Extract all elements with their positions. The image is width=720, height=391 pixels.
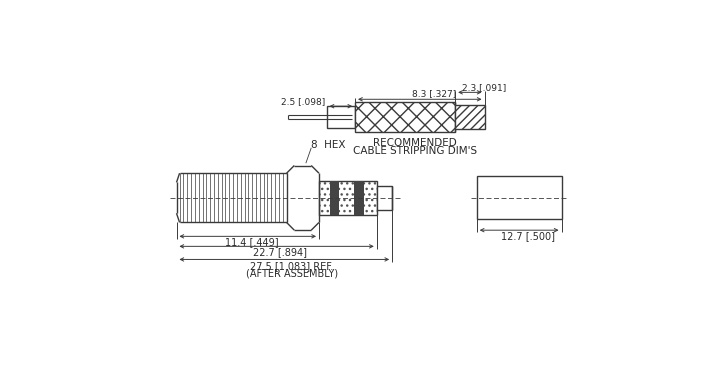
Bar: [354, 181, 364, 215]
Text: CABLE STRIPPING DIM'S: CABLE STRIPPING DIM'S: [353, 146, 477, 156]
Bar: [319, 181, 377, 215]
Text: 8.3 [.327]: 8.3 [.327]: [412, 90, 456, 99]
Text: 22.7 [.894]: 22.7 [.894]: [253, 248, 307, 258]
Bar: [377, 185, 392, 210]
Text: 12.7 [.500]: 12.7 [.500]: [501, 231, 555, 241]
Text: (AFTER ASSEMBLY): (AFTER ASSEMBLY): [246, 268, 338, 278]
Text: 27.5 [1.083] REF.: 27.5 [1.083] REF.: [251, 260, 333, 271]
Text: 8  HEX: 8 HEX: [311, 140, 346, 151]
Text: 2.3 [.091]: 2.3 [.091]: [462, 83, 506, 92]
Bar: [455, 105, 485, 129]
Bar: [330, 181, 339, 215]
Text: RECOMMENDED: RECOMMENDED: [374, 138, 457, 148]
Bar: [355, 102, 455, 133]
Bar: [355, 102, 455, 133]
Text: 11.4 [.449]: 11.4 [.449]: [225, 237, 279, 248]
Text: 2.5 [.098]: 2.5 [.098]: [282, 97, 325, 106]
Bar: [327, 106, 355, 128]
Bar: [319, 181, 377, 215]
Bar: [455, 105, 485, 129]
Bar: [477, 176, 562, 219]
